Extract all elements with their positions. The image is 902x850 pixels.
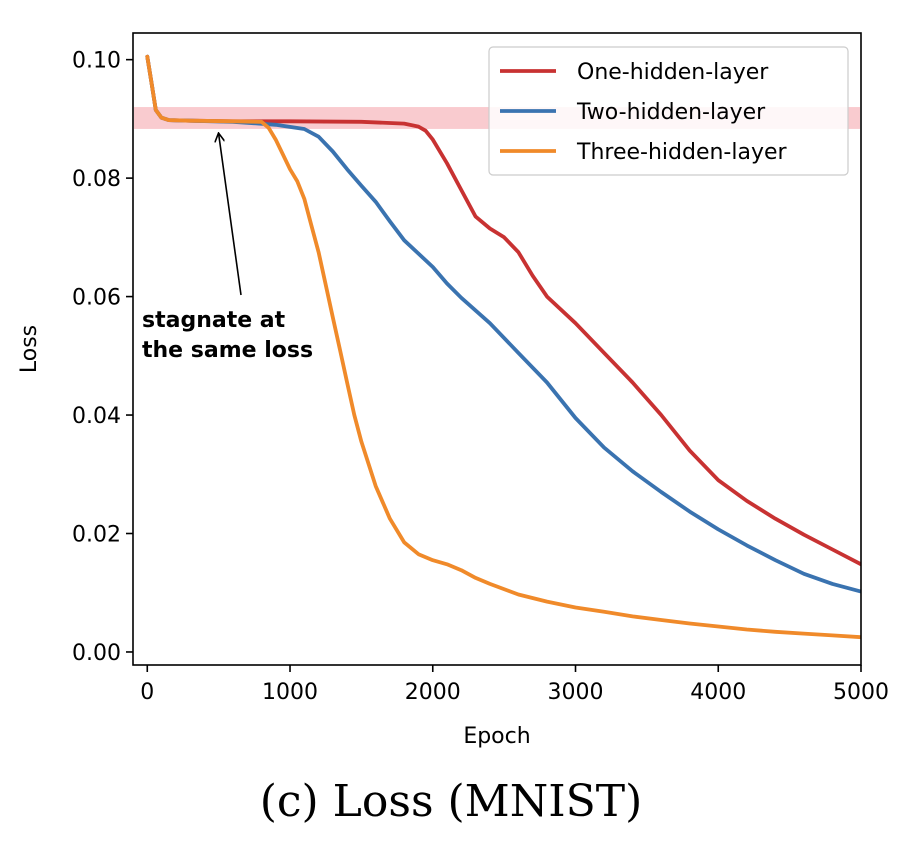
y-tick-label: 0.04 bbox=[72, 404, 121, 429]
x-tick-label: 3000 bbox=[548, 680, 604, 705]
y-axis-label: Loss bbox=[17, 325, 42, 373]
y-axis-ticks: 0.00 0.02 0.04 0.06 0.08 0.10 bbox=[72, 49, 133, 666]
y-tick-label: 0.10 bbox=[72, 49, 121, 74]
x-tick-label: 4000 bbox=[690, 680, 746, 705]
annotation-text-line-1: stagnate at bbox=[142, 308, 286, 333]
legend-label-1: One-hidden-layer bbox=[577, 60, 769, 85]
figure-caption: (c) Loss (MNIST) bbox=[259, 776, 643, 827]
legend-label-2: Two-hidden-layer bbox=[576, 100, 766, 125]
legend: One-hidden-layer Two-hidden-layer Three-hi… bbox=[488, 46, 849, 176]
y-tick-label: 0.06 bbox=[72, 286, 121, 311]
legend-label-3: Three-hidden-layer bbox=[576, 140, 788, 165]
x-tick-label: 0 bbox=[140, 680, 154, 705]
x-tick-label: 1000 bbox=[262, 680, 318, 705]
annotation-text-line-2: the same loss bbox=[142, 338, 313, 363]
loss-chart: 0 1000 2000 3000 4000 5000 0.000.020.040.060.… bbox=[17, 32, 889, 749]
y-tick-label: 0.02 bbox=[72, 523, 121, 548]
x-tick-label: 5000 bbox=[833, 680, 889, 705]
y-tick-label: 0.00 bbox=[72, 641, 121, 666]
y-tick-label: 0.08 bbox=[72, 167, 121, 192]
annotation: stagnate at the same loss bbox=[142, 134, 313, 363]
plot-frame bbox=[132, 32, 862, 666]
annotation-arrow bbox=[219, 134, 242, 296]
legend-box bbox=[488, 46, 849, 176]
x-tick-label: 2000 bbox=[405, 680, 461, 705]
series-layer bbox=[145, 54, 861, 640]
x-axis-ticks: 0 1000 2000 3000 4000 5000 bbox=[140, 665, 889, 705]
x-axis-label: Epoch bbox=[463, 724, 530, 749]
series-line-3 bbox=[145, 54, 861, 640]
